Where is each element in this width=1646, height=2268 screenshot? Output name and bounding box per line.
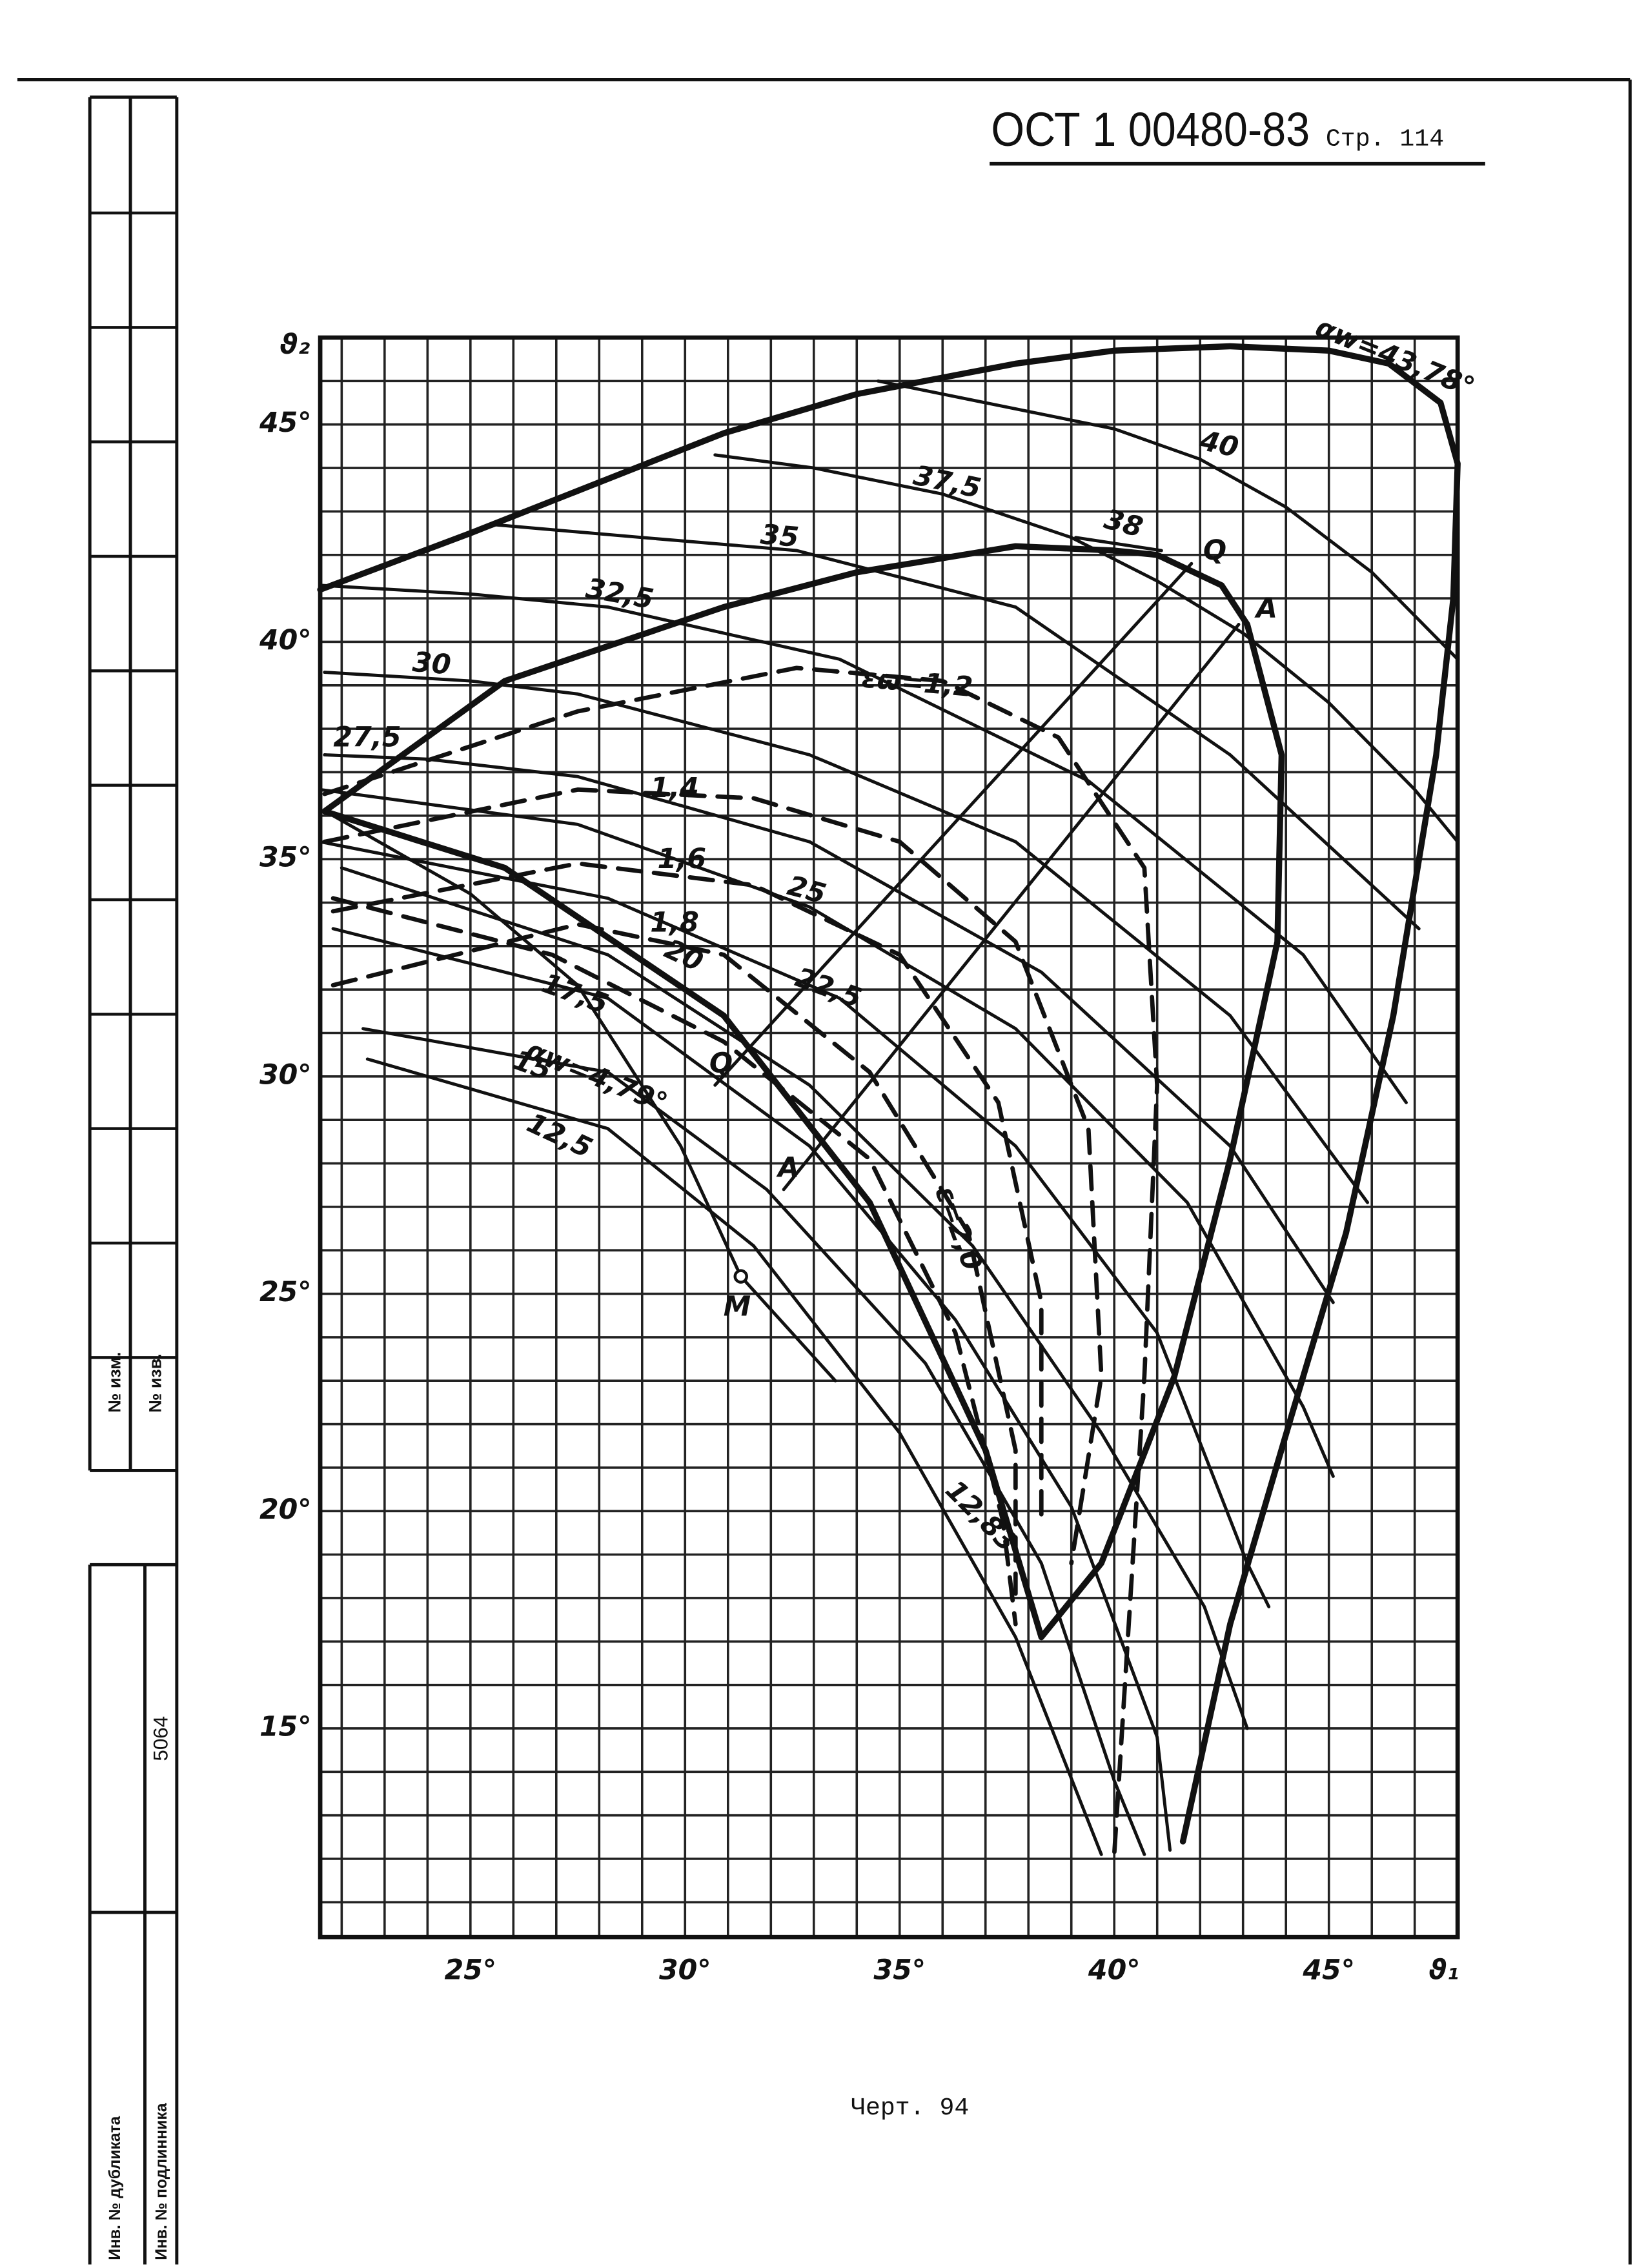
curve-label: 40	[1197, 425, 1241, 464]
stamp-text: Инв. № дубликата	[107, 2116, 124, 2260]
curve-label: 35	[759, 518, 800, 554]
curve	[331, 927, 1172, 1852]
curve-label: 1,6	[658, 843, 707, 875]
curve	[323, 753, 1335, 1304]
stamp-number: 5064	[150, 1716, 172, 1761]
curve	[323, 671, 1370, 1204]
x-tick-label: 30°	[659, 1954, 711, 1987]
curve-label: 32,5	[584, 572, 656, 616]
curve	[877, 379, 1459, 661]
curve	[1074, 536, 1163, 552]
curve	[340, 866, 1249, 1730]
curve	[713, 453, 1459, 844]
x-tick-label: 35°	[873, 1954, 926, 1987]
y-axis-label: ϑ₂	[279, 329, 310, 361]
curve-label: A	[1254, 592, 1277, 625]
curve	[322, 787, 1104, 1566]
curve-label: 1,4	[650, 772, 699, 804]
caption: Черт. 94	[851, 2094, 969, 2122]
y-tick-label: 20°	[259, 1493, 312, 1526]
curve	[318, 583, 1408, 1104]
curve	[318, 787, 1335, 1478]
x-axis-label: ϑ₁	[1428, 1954, 1459, 1987]
curve	[490, 523, 1421, 931]
curve	[782, 623, 1241, 1191]
curve-label: αw=43,78°	[1311, 311, 1479, 404]
curve-label: A	[776, 1151, 799, 1184]
stamp-text: Инв. № подлинника	[153, 2103, 170, 2260]
curve-label: 37,5	[911, 460, 984, 505]
curve	[713, 562, 1194, 1087]
y-tick-label: 40°	[259, 624, 312, 656]
curve	[365, 1057, 1103, 1856]
stamp-grid	[90, 211, 177, 1359]
curve-label: 17,5	[538, 967, 613, 1020]
curve-label: 38	[1101, 503, 1146, 544]
curve-label: 30	[411, 646, 452, 682]
doc-code: ОСТ 1 00480-83	[991, 103, 1310, 156]
plot-frame	[318, 335, 1460, 1939]
point-label: M	[724, 1291, 751, 1323]
curve	[330, 896, 1018, 1626]
y-tick-label: 30°	[259, 1058, 312, 1091]
curve-label: 27,5	[333, 721, 401, 753]
curve-label: 25	[784, 869, 829, 911]
curve	[361, 1027, 1146, 1856]
curve	[331, 814, 837, 1382]
y-tick-label: 15°	[259, 1710, 312, 1743]
curve-label: εω=1,2	[860, 662, 974, 704]
point-marker	[733, 1269, 748, 1284]
y-tick-label: 35°	[259, 842, 312, 874]
curve-label: 12,83	[939, 1474, 1024, 1559]
y-tick-label: 25°	[259, 1276, 312, 1308]
y-tick-label: 45°	[259, 407, 312, 439]
curve	[321, 543, 1285, 1641]
curve	[322, 665, 1159, 1857]
curve	[317, 343, 1461, 1845]
curve-label: Q	[709, 1047, 733, 1079]
curve	[330, 922, 1018, 1596]
stamp-text: № изм.	[105, 1352, 125, 1412]
chart: 25° 30° 35° 40° 45° 15° 20° 25° 30° 35° 40° 45° ϑ₂ ϑ₁…	[259, 311, 1479, 1987]
x-tick-label: 25°	[444, 1954, 496, 1987]
x-tick-label: 45°	[1302, 1954, 1355, 1987]
x-tick-label: 40°	[1088, 1954, 1141, 1987]
stamp-text: № изв.	[146, 1353, 165, 1412]
page-number: Стр. 114	[1326, 126, 1444, 154]
curve-label: 1,8	[650, 907, 699, 939]
curve	[330, 861, 1044, 1523]
curve-label: Q	[1203, 534, 1226, 567]
curve-label: ε=2,0	[928, 1182, 988, 1275]
